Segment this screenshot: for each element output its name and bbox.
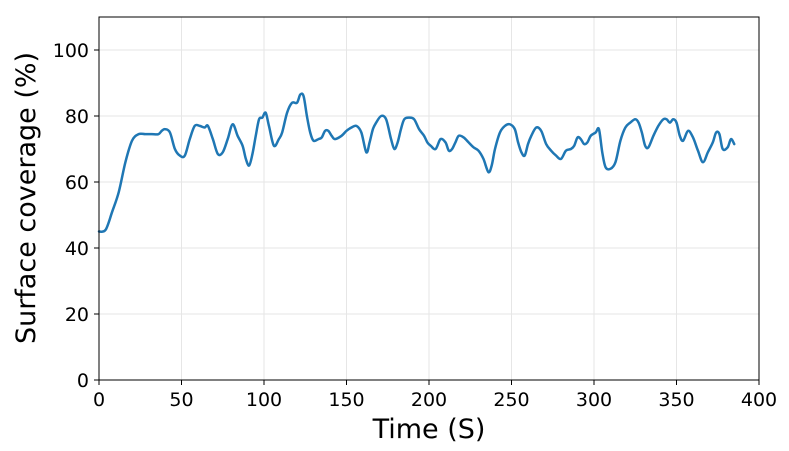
y-axis-title: Surface coverage (%) — [11, 52, 42, 344]
y-tick-label: 60 — [65, 172, 89, 194]
y-tick-label: 20 — [65, 304, 89, 326]
x-tick-label: 250 — [493, 389, 529, 411]
grid — [98, 17, 760, 381]
series-line — [97, 92, 736, 234]
x-axis-title: Time (S) — [372, 414, 486, 445]
y-axis: 0 20 40 60 80 100 — [53, 40, 99, 392]
y-tick-label: 0 — [77, 370, 89, 392]
x-tick-label: 0 — [93, 389, 105, 411]
x-tick-label: 350 — [658, 389, 694, 411]
x-tick-label: 400 — [741, 389, 777, 411]
x-tick-label: 100 — [246, 389, 282, 411]
x-axis: 0 50 100 150 200 250 300 350 400 — [93, 380, 777, 411]
x-tick-label: 50 — [169, 389, 193, 411]
y-tick-label: 100 — [53, 40, 89, 62]
x-tick-label: 200 — [411, 389, 447, 411]
y-tick-label: 40 — [65, 238, 89, 260]
x-tick-label: 150 — [328, 389, 364, 411]
y-tick-label: 80 — [65, 106, 89, 128]
series-layer — [97, 92, 736, 234]
x-tick-label: 300 — [576, 389, 612, 411]
